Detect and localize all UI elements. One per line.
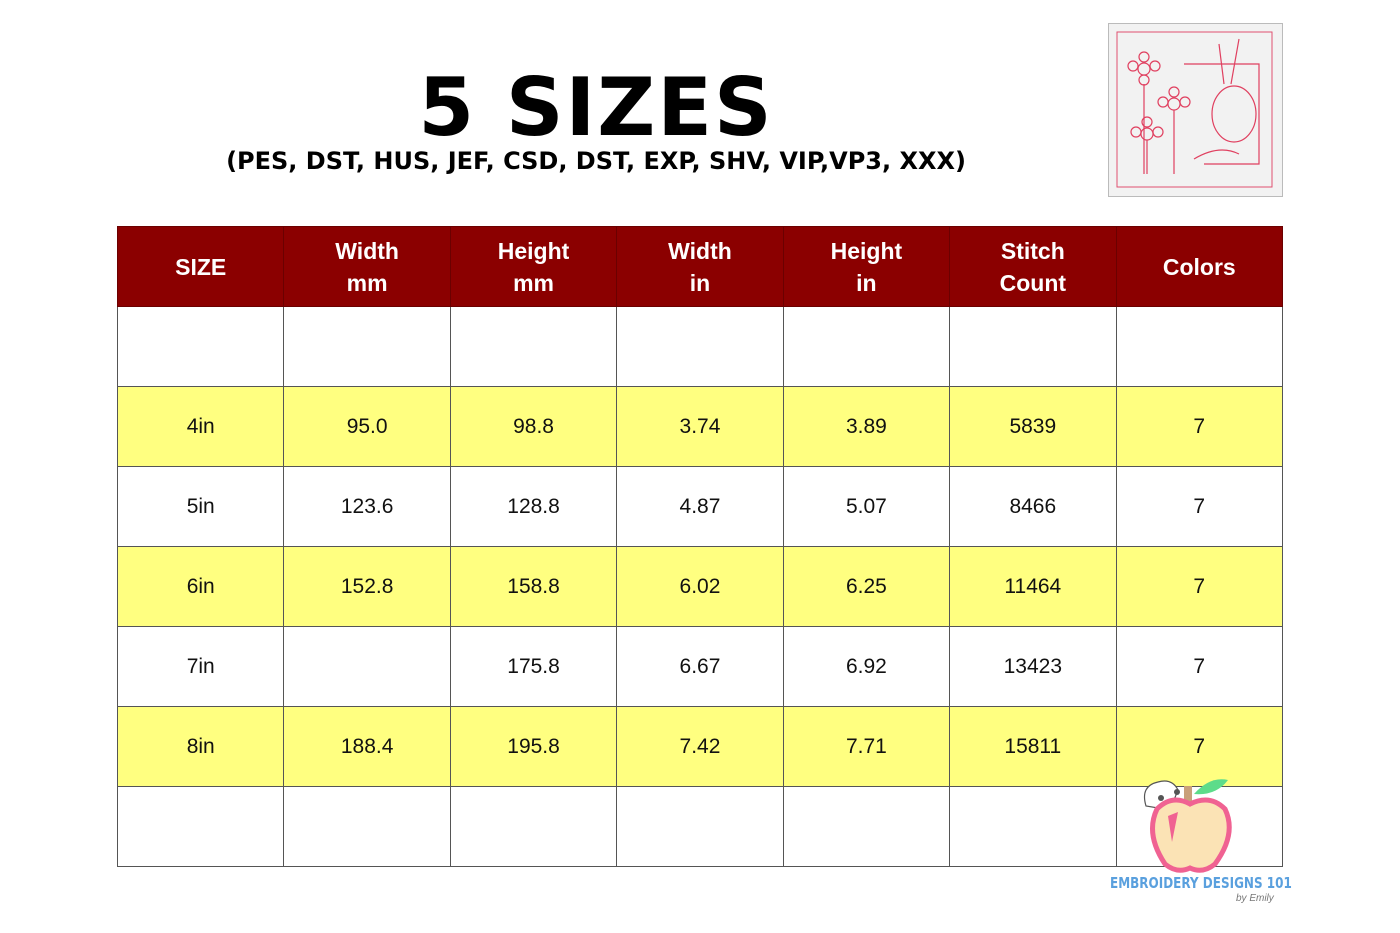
table-cell: 7 [1115,706,1284,787]
table-cell: 6.02 [616,546,784,627]
brand-logo [1108,776,1283,911]
table-cell: 6.25 [782,546,951,627]
table-cell [782,786,951,867]
column-header: Height mm [449,226,618,307]
table-cell: 8466 [949,466,1117,547]
table-cell: 13423 [949,626,1117,707]
table-cell: 6in [116,546,285,627]
table-header-row: SIZE Width mm Height mm Width in Height in Stitch… [116,226,1284,307]
column-header-line: Count [999,269,1067,296]
column-header-line: Width [335,237,399,264]
table-cell: 128.8 [449,466,618,547]
table-cell: 5in [116,466,285,547]
table-cell: 7.42 [616,706,784,787]
column-header: SIZE [116,226,285,307]
table-cell: 6.92 [782,626,951,707]
column-header-line: Width [668,237,732,264]
table-row: 7in 175.8 6.67 6.92 13423 7 [116,626,1284,707]
table-cell [449,786,618,867]
table-cell: 15811 [949,706,1117,787]
table-cell [616,306,784,387]
table-row [116,306,1284,387]
column-header: Colors [1115,226,1284,307]
table-row: 6in 152.8 158.8 6.02 6.25 11464 7 [116,546,1284,627]
table-cell [1115,306,1284,387]
table-cell [116,786,285,867]
table-cell: 3.89 [782,386,951,467]
table-cell: 4.87 [616,466,784,547]
brand-byline: by Emily [1236,893,1274,904]
column-header-line: mm [346,269,388,296]
table-cell [283,626,451,707]
table-cell: 195.8 [449,706,618,787]
table-cell: 95.0 [283,386,451,467]
table-cell [449,306,618,387]
table-cell: 11464 [949,546,1117,627]
table-cell: 7 [1115,386,1284,467]
sizes-table: SIZE Width mm Height mm Width in Height in Stitch… [116,226,1284,867]
column-header-line: SIZE [175,253,227,280]
table-cell: 5.07 [782,466,951,547]
table-cell: 7in [116,626,285,707]
table-cell [949,786,1117,867]
column-header-line: Height [497,237,570,264]
table-cell: 123.6 [283,466,451,547]
table-cell [616,786,784,867]
column-header-line: in [856,269,877,296]
column-header: Height in [782,226,951,307]
column-header: Width mm [283,226,451,307]
table-row: 8in 188.4 195.8 7.42 7.71 15811 7 [116,706,1284,787]
table-row: 4in 95.0 98.8 3.74 3.89 5839 7 [116,386,1284,467]
table-cell: 7 [1115,546,1284,627]
table-cell: 4in [116,386,285,467]
column-header-line: Colors [1162,253,1236,280]
column-header-line: Height [830,237,903,264]
column-header-line: Stitch [1000,237,1065,264]
table-row: 5in 123.6 128.8 4.87 5.07 8466 7 [116,466,1284,547]
column-header: Stitch Count [949,226,1117,307]
table-cell: 7 [1115,626,1284,707]
table-cell: 6.67 [616,626,784,707]
table-cell: 3.74 [616,386,784,467]
table-cell: 7 [1115,466,1284,547]
table-cell: 158.8 [449,546,618,627]
table-cell: 98.8 [449,386,618,467]
table-cell: 8in [116,706,285,787]
page-title: 5 SIZES [418,61,774,154]
table-cell: 188.4 [283,706,451,787]
table-cell [782,306,951,387]
table-cell [116,306,285,387]
table-cell [949,306,1117,387]
column-header-line: in [689,269,711,296]
column-header: Width in [616,226,784,307]
design-preview-image [1108,23,1283,197]
brand-name: EMBROIDERY DESIGNS 101 [1110,874,1292,892]
column-header-line: mm [513,269,554,296]
table-cell: 5839 [949,386,1117,467]
format-list: (PES, DST, HUS, JEF, CSD, DST, EXP, SHV,… [226,147,966,175]
table-cell: 152.8 [283,546,451,627]
table-cell: 7.71 [782,706,951,787]
table-row [116,786,1284,867]
table-cell [283,306,451,387]
table-cell: 175.8 [449,626,618,707]
table-cell [283,786,451,867]
